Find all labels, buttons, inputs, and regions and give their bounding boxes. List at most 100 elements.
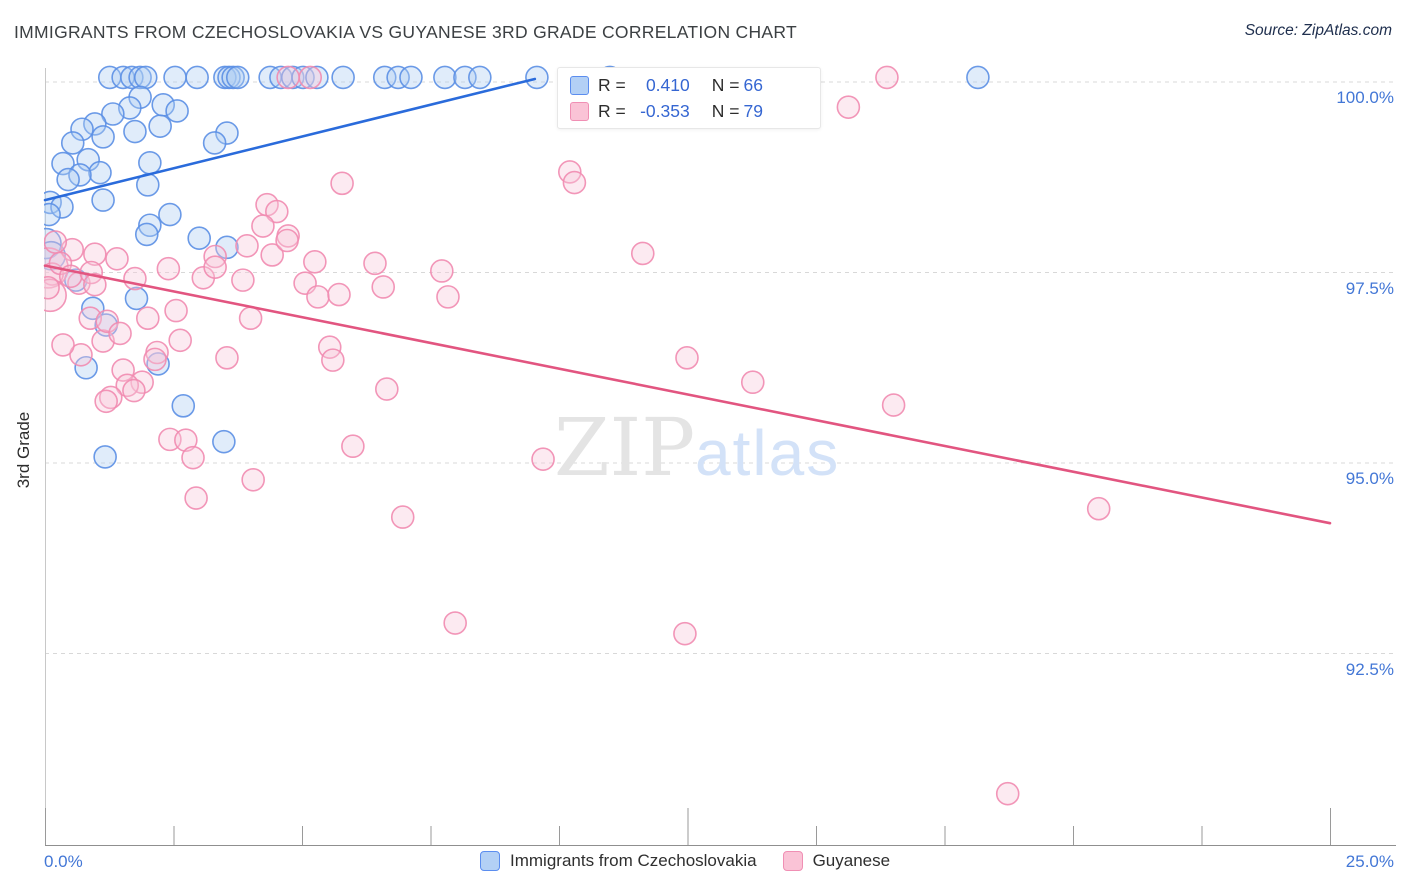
data-point-guyanese bbox=[111, 358, 135, 382]
trend-line-czechoslovakia bbox=[43, 77, 537, 202]
data-point-czechoslovakia bbox=[185, 65, 209, 90]
n-label: N = bbox=[711, 100, 740, 121]
data-point-czechoslovakia bbox=[386, 65, 410, 90]
n-value: 79 bbox=[743, 100, 763, 121]
series-legend: Immigrants from Czechoslovakia Guyanese bbox=[480, 851, 890, 871]
data-point-czechoslovakia bbox=[163, 65, 187, 90]
data-point-guyanese bbox=[94, 389, 118, 414]
data-point-guyanese bbox=[740, 370, 765, 395]
data-point-czechoslovakia bbox=[215, 121, 239, 145]
data-point-guyanese bbox=[995, 781, 1020, 806]
data-point-guyanese bbox=[168, 328, 192, 353]
data-point-guyanese bbox=[306, 285, 330, 309]
y-tick-label-97.5: 97.5% bbox=[1345, 278, 1394, 298]
data-point-guyanese bbox=[390, 505, 415, 529]
r-value: -0.353 bbox=[640, 100, 690, 121]
data-point-czechoslovakia bbox=[128, 65, 152, 90]
data-point-guyanese bbox=[184, 486, 208, 510]
source-credit: Source: ZipAtlas.com bbox=[1244, 22, 1392, 39]
pink-legend-swatch bbox=[782, 851, 803, 871]
page-title: IMMIGRANTS FROM CZECHOSLOVAKIA VS GUYANE… bbox=[14, 22, 798, 42]
legend-item-guyanese[interactable]: Guyanese bbox=[782, 851, 891, 871]
data-point-czechoslovakia bbox=[305, 65, 329, 90]
data-point-czechoslovakia bbox=[171, 394, 196, 418]
data-point-guyanese bbox=[673, 621, 697, 646]
data-point-guyanese bbox=[276, 65, 300, 90]
data-point-guyanese bbox=[265, 199, 289, 224]
legend-item-czechoslovakia[interactable]: Immigrants from Czechoslovakia bbox=[480, 851, 757, 871]
data-point-czechoslovakia bbox=[966, 65, 990, 90]
data-point-guyanese bbox=[443, 611, 467, 635]
data-point-czechoslovakia bbox=[225, 65, 250, 90]
data-point-czechoslovakia bbox=[76, 147, 100, 172]
data-point-guyanese bbox=[174, 428, 198, 452]
data-point-czechoslovakia bbox=[70, 117, 94, 142]
data-point-czechoslovakia bbox=[44, 202, 61, 227]
data-point-czechoslovakia bbox=[88, 160, 112, 185]
blue-series-swatch bbox=[570, 75, 589, 95]
data-point-czechoslovakia bbox=[187, 226, 211, 251]
data-point-guyanese bbox=[231, 268, 255, 292]
data-point-czechoslovakia bbox=[120, 65, 144, 90]
n-value: 66 bbox=[743, 74, 763, 95]
data-point-czechoslovakia bbox=[123, 119, 147, 144]
data-point-czechoslovakia bbox=[101, 102, 125, 126]
correlation-stats-legend: R = 0.410 N = 66 R = -0.353 N = 79 bbox=[557, 67, 821, 129]
y-tick-label-100: 100.0% bbox=[1336, 88, 1394, 107]
data-point-guyanese bbox=[122, 378, 146, 403]
data-point-czechoslovakia bbox=[215, 235, 239, 260]
data-point-guyanese bbox=[251, 214, 275, 238]
data-point-guyanese bbox=[51, 333, 75, 357]
data-point-guyanese bbox=[95, 309, 119, 334]
data-point-guyanese bbox=[105, 246, 129, 271]
data-point-guyanese bbox=[531, 447, 555, 471]
data-point-guyanese bbox=[341, 434, 365, 459]
data-point-guyanese bbox=[430, 259, 454, 283]
data-point-guyanese bbox=[260, 243, 284, 267]
legend-item-label: Guyanese bbox=[812, 851, 891, 870]
data-point-guyanese bbox=[181, 445, 205, 470]
data-point-czechoslovakia bbox=[60, 131, 85, 155]
data-point-czechoslovakia bbox=[331, 65, 355, 90]
r-label: R = bbox=[598, 74, 626, 95]
legend-item-label: Immigrants from Czechoslovakia bbox=[510, 851, 757, 870]
data-point-czechoslovakia bbox=[138, 150, 162, 175]
data-point-czechoslovakia bbox=[91, 188, 115, 212]
data-point-czechoslovakia bbox=[525, 65, 549, 90]
y-tick-label-92.5: 92.5% bbox=[1345, 659, 1394, 679]
data-point-guyanese bbox=[881, 393, 906, 417]
x-tick-label-min: 0.0% bbox=[44, 852, 83, 871]
data-point-guyanese bbox=[238, 306, 263, 331]
data-point-czechoslovakia bbox=[158, 202, 182, 227]
data-point-czechoslovakia bbox=[399, 65, 423, 90]
data-point-guyanese bbox=[215, 346, 239, 370]
data-point-czechoslovakia bbox=[433, 65, 457, 90]
data-point-guyanese bbox=[303, 250, 327, 274]
data-point-guyanese bbox=[83, 242, 107, 267]
data-point-guyanese bbox=[44, 275, 60, 300]
data-point-czechoslovakia bbox=[372, 65, 397, 90]
data-point-guyanese bbox=[298, 65, 323, 90]
data-points-layer bbox=[44, 65, 1111, 806]
y-tick-label-95: 95.0% bbox=[1345, 469, 1394, 488]
data-point-czechoslovakia bbox=[148, 114, 172, 138]
data-point-czechoslovakia bbox=[93, 445, 117, 469]
data-point-czechoslovakia bbox=[134, 222, 159, 247]
data-point-guyanese bbox=[83, 272, 107, 297]
data-point-czechoslovakia bbox=[468, 65, 492, 90]
y-axis-title: 3rd Grade bbox=[14, 411, 33, 489]
data-point-guyanese bbox=[143, 347, 167, 372]
data-point-czechoslovakia bbox=[74, 355, 98, 380]
data-point-guyanese bbox=[44, 230, 68, 254]
data-point-guyanese bbox=[630, 241, 655, 266]
data-point-guyanese bbox=[136, 306, 160, 331]
stats-row-guyanese: R = -0.353 N = 79 bbox=[570, 101, 808, 122]
data-point-guyanese bbox=[327, 282, 351, 307]
data-point-guyanese bbox=[675, 346, 699, 370]
data-point-guyanese bbox=[436, 285, 460, 309]
trend-line-guyanese bbox=[43, 264, 1332, 525]
data-point-guyanese bbox=[1086, 496, 1111, 521]
data-point-guyanese bbox=[156, 256, 181, 281]
data-point-guyanese bbox=[363, 251, 387, 276]
